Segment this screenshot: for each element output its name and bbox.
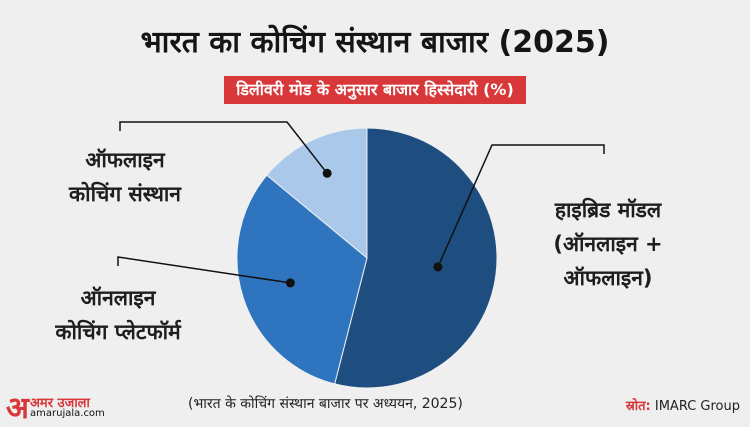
label-online: ऑनलाइन कोचिंग प्लेटफॉर्म <box>8 281 228 349</box>
label-offline: ऑफलाइन कोचिंग संस्थान <box>30 143 220 211</box>
logo-letter: अ <box>6 391 29 426</box>
leader-line-online <box>117 256 291 284</box>
label-offline-line2: कोचिंग संस्थान <box>69 182 181 206</box>
slice-online <box>236 174 368 385</box>
source-credit: स्रोत: IMARC Group <box>626 396 740 414</box>
slice-offline <box>266 127 368 260</box>
logo-url: amarujala.com <box>30 408 105 419</box>
chart-title: भारत का कोचिंग संस्थान बाजार (2025) <box>140 25 610 60</box>
chart-subtitle: डिलीवरी मोड के अनुसार बाजार हिस्सेदारी (… <box>224 76 526 104</box>
logo-name: अमर उजाला <box>30 396 90 411</box>
label-offline-line1: ऑफलाइन <box>85 148 165 172</box>
label-online-line1: ऑनलाइन <box>80 286 156 310</box>
leader-dot-offline <box>322 168 332 178</box>
label-hybrid-line3: ऑफलाइन) <box>563 266 653 290</box>
slice-hybrid <box>334 127 498 389</box>
label-hybrid-line2: (ऑनलाइन + <box>553 232 663 256</box>
study-note: (भारत के कोचिंग संस्थान बाजार पर अध्ययन,… <box>188 396 463 412</box>
leader-dot-hybrid <box>433 262 443 272</box>
label-online-line2: कोचिंग प्लेटफॉर्म <box>55 320 181 344</box>
leader-line-offline <box>119 121 328 174</box>
label-hybrid: हाइब्रिड मॉडल (ऑनलाइन + ऑफलाइन) <box>508 193 708 295</box>
source-label: स्रोत: <box>625 399 651 414</box>
label-hybrid-line1: हाइब्रिड मॉडल <box>554 198 662 222</box>
leader-line-hybrid <box>437 144 605 268</box>
source-value: IMARC Group <box>650 399 740 414</box>
leader-dot-online <box>285 278 295 288</box>
